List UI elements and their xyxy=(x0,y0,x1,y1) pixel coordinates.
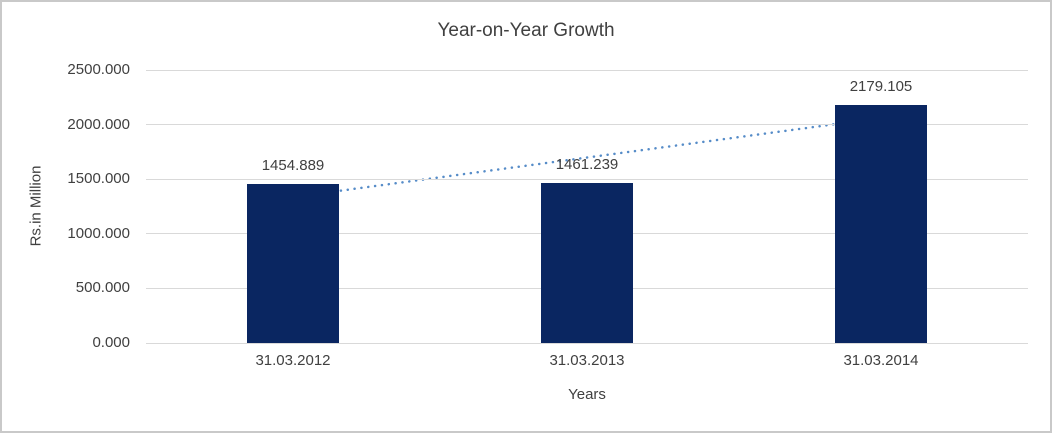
bar xyxy=(541,183,633,343)
bar-data-label: 1461.239 xyxy=(555,156,619,174)
gridline xyxy=(146,124,1028,126)
bar xyxy=(247,184,339,343)
gridline xyxy=(146,342,1028,344)
x-category-label: 31.03.2014 xyxy=(843,352,919,369)
bar-data-label: 1454.889 xyxy=(261,157,325,175)
y-tick-label: 1500.000 xyxy=(67,170,130,188)
y-tick-label: 1000.000 xyxy=(67,224,130,242)
y-tick-label: 500.000 xyxy=(75,279,130,297)
bar-data-label: 2179.105 xyxy=(849,78,913,96)
x-category-label: 31.03.2012 xyxy=(255,352,331,369)
gridline xyxy=(146,178,1028,180)
chart-title: Year-on-Year Growth xyxy=(437,20,615,41)
bar xyxy=(835,105,927,343)
y-tick-label: 2000.000 xyxy=(67,115,130,133)
y-tick-label: 0.000 xyxy=(92,334,130,351)
gridline xyxy=(146,69,1028,71)
x-category-label: 31.03.2013 xyxy=(549,352,625,369)
x-axis-title: Years xyxy=(568,386,606,403)
y-tick-label: 2500.000 xyxy=(67,61,130,78)
